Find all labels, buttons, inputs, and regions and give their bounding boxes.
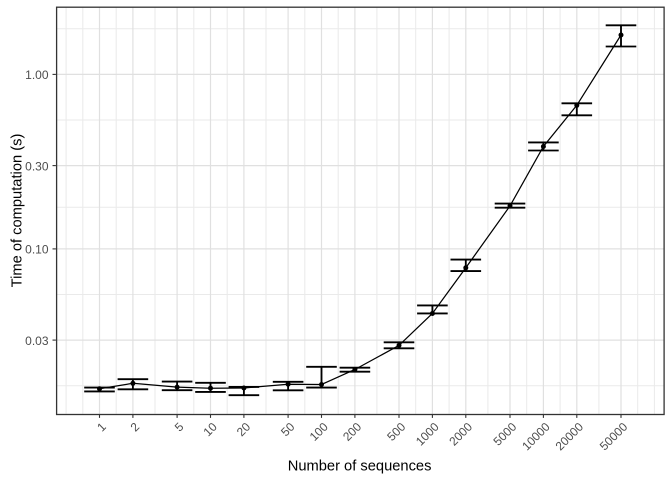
svg-text:1.00: 1.00	[25, 68, 49, 82]
svg-text:0.30: 0.30	[25, 159, 49, 173]
svg-text:0.03: 0.03	[25, 334, 49, 348]
svg-text:Time of computation (s): Time of computation (s)	[10, 134, 26, 288]
svg-text:Number of sequences: Number of sequences	[288, 458, 432, 474]
svg-text:0.10: 0.10	[25, 243, 49, 257]
